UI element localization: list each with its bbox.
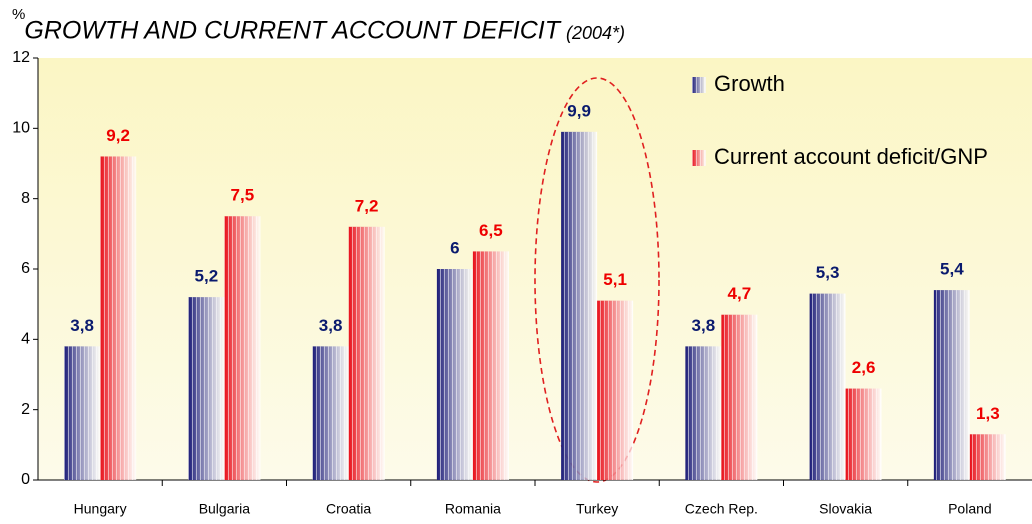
- bar-stripes: [933, 290, 970, 480]
- bar-stripes: [561, 131, 598, 480]
- x-tick-label: Hungary: [74, 501, 127, 517]
- bar-stripes: [721, 314, 758, 480]
- y-axis-label: %: [12, 6, 25, 23]
- bar-stripes: [436, 269, 473, 480]
- value-label: 4,7: [728, 284, 752, 303]
- value-label: 1,3: [976, 404, 1000, 423]
- bar-stripes: [312, 346, 349, 480]
- bar-stripes: [845, 388, 882, 480]
- x-tick-label: Slovakia: [819, 501, 872, 517]
- value-label: 5,1: [603, 270, 627, 289]
- x-tick-label: Czech Rep.: [685, 501, 758, 517]
- value-label: 5,3: [816, 263, 840, 282]
- value-label: 7,5: [231, 186, 255, 205]
- y-tick-label: 2: [21, 401, 30, 418]
- bar-stripes: [100, 156, 137, 480]
- value-label: 9,9: [567, 101, 591, 120]
- chart-title: GROWTH AND CURRENT ACCOUNT DEFICIT: [24, 17, 561, 45]
- x-tick-label: Croatia: [326, 501, 371, 517]
- x-tick-label: Poland: [948, 501, 992, 517]
- bar-stripes: [809, 293, 846, 480]
- legend-label: Current account deficit/GNP: [714, 144, 988, 169]
- x-tick-label: Romania: [445, 501, 501, 517]
- value-label: 3,8: [692, 316, 716, 335]
- value-label: 3,8: [70, 316, 94, 335]
- bar-stripes: [188, 297, 225, 480]
- x-tick-label: Turkey: [576, 501, 618, 517]
- y-tick-label: 8: [21, 190, 30, 207]
- value-label: 5,4: [940, 260, 964, 279]
- y-tick-label: 12: [12, 49, 30, 66]
- highlight-ellipse: [534, 77, 660, 483]
- legend-swatch-stripes: [692, 77, 706, 93]
- value-label: 9,2: [106, 126, 130, 145]
- y-tick-label: 6: [21, 260, 30, 277]
- bar-stripes: [969, 434, 1006, 480]
- value-label: 3,8: [319, 316, 343, 335]
- y-tick-label: 0: [21, 471, 30, 488]
- bar-stripes: [472, 251, 509, 480]
- bar-stripes: [348, 226, 385, 480]
- y-tick-label: 10: [12, 120, 30, 137]
- x-tick-label: Bulgaria: [199, 501, 251, 517]
- value-label: 7,2: [355, 196, 379, 215]
- value-label: 6,5: [479, 221, 503, 240]
- value-label: 2,6: [852, 358, 876, 377]
- y-tick-label: 4: [21, 331, 30, 348]
- chart-subtitle: (2004*): [566, 23, 625, 43]
- bar-stripes: [685, 346, 722, 480]
- bar-stripes: [597, 300, 634, 480]
- value-label: 5,2: [195, 267, 219, 286]
- bar-stripes: [64, 346, 101, 480]
- value-label: 6: [450, 238, 459, 257]
- legend-label: Growth: [714, 71, 785, 96]
- legend-swatch-stripes: [692, 150, 706, 166]
- bar-stripes: [224, 216, 261, 480]
